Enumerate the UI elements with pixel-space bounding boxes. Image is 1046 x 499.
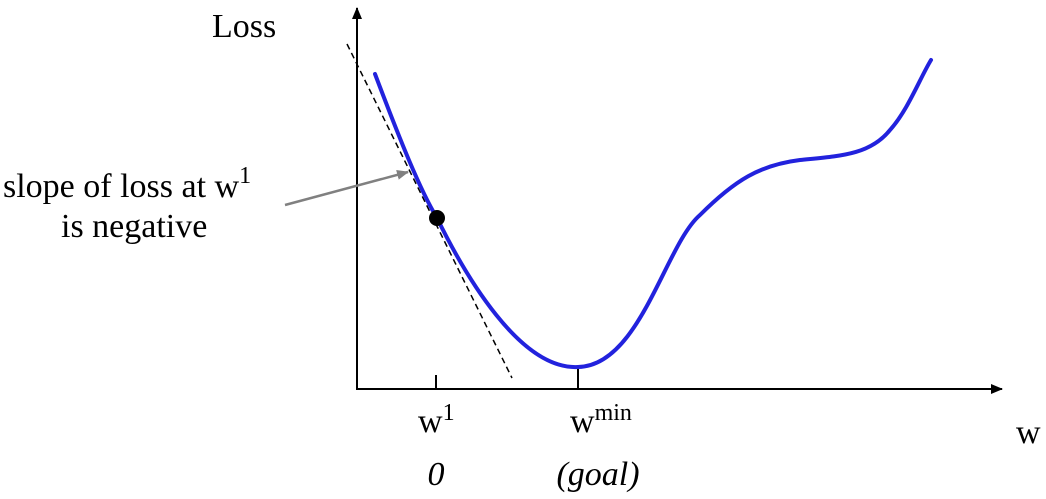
tick-label-wmin-base: w — [570, 403, 595, 440]
tick-label-wmin-sup: min — [595, 400, 632, 426]
annotation-line-1: slope of loss at w1 — [3, 163, 251, 205]
tick-label-w1-sup: 1 — [443, 400, 455, 426]
tick-label-w1: w1 — [418, 400, 455, 440]
annotation-line-2: is negative — [61, 208, 207, 245]
loss-curve — [373, 58, 933, 370]
annotation-line-1-text: slope of loss at w — [3, 168, 240, 205]
x-axis-label: w — [1016, 414, 1041, 451]
w1-value-label: 0 — [428, 456, 445, 493]
tangent-line — [346, 43, 513, 379]
y-axis-label: Loss — [212, 8, 276, 45]
current-point — [429, 210, 445, 226]
tick-label-w1-base: w — [418, 403, 443, 440]
annotation-line-1-sup: 1 — [239, 163, 251, 189]
wmin-goal-label: (goal) — [556, 456, 639, 493]
annotation-arrow — [284, 170, 409, 207]
tick-label-wmin: wmin — [570, 400, 632, 440]
